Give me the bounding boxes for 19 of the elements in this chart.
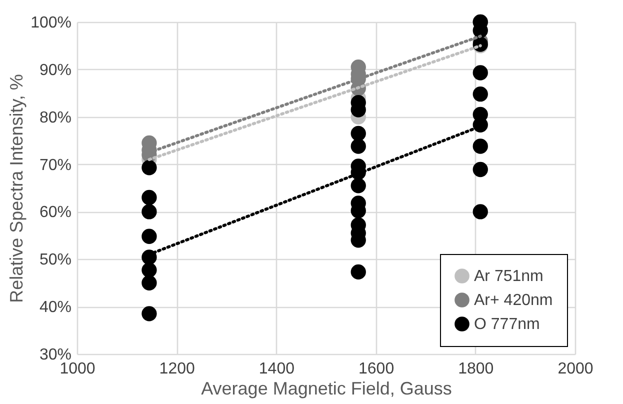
y-tick-label: 60%	[39, 204, 72, 222]
legend-label: Ar+ 420nm	[474, 292, 553, 309]
legend-label: O 777nm	[474, 316, 540, 333]
y-tick-label: 30%	[39, 346, 72, 364]
x-tick-label: 1000	[60, 360, 96, 378]
x-tick-label: 1200	[159, 360, 195, 378]
y-tick-label: 50%	[39, 252, 72, 269]
y-tick-label: 70%	[39, 156, 72, 174]
x-tick-label: 1400	[258, 360, 295, 378]
y-tick-label: 90%	[39, 62, 72, 79]
legend-label: Ar 751nm	[474, 268, 544, 285]
y-tick-label: 80%	[39, 109, 72, 126]
y-axis-title: Relative Spectra Intensity, %	[6, 74, 27, 303]
x-tick-label: 1600	[358, 360, 394, 378]
y-tick-label: 40%	[39, 299, 72, 316]
x-tick-label: 2000	[558, 360, 594, 378]
x-tick-label: 1800	[458, 360, 494, 378]
x-axis-title: Average Magnetic Field, Gauss	[201, 378, 452, 398]
y-tick-label: 100%	[30, 14, 72, 32]
